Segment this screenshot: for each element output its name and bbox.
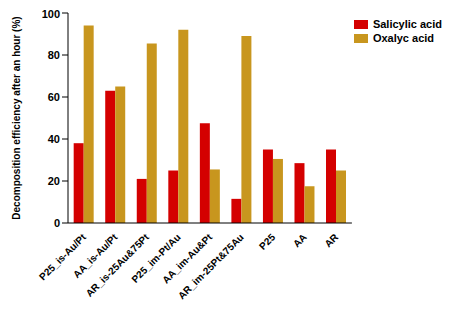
html-text:Salicylic acid: Salicylic acid — [372, 18, 442, 30]
svg-text:0: 0 — [54, 217, 60, 229]
html-text:Oxalyc acid: Oxalyc acid — [372, 32, 434, 44]
svg-text:60: 60 — [48, 91, 60, 103]
svg-text:P25_is-Au/Pt: P25_is-Au/Pt — [37, 231, 88, 283]
svg-text:100: 100 — [42, 8, 60, 20]
svg-text:P25: P25 — [257, 231, 278, 252]
svg-text:AR: AR — [322, 231, 341, 250]
svg-text:AA_is-Au/Pt: AA_is-Au/Pt — [70, 231, 120, 281]
svg-text:AA_im-Au&Pt: AA_im-Au&Pt — [160, 231, 215, 286]
svg-text:AR_im-25Pt&75Au: AR_im-25Pt&75Au — [176, 231, 246, 301]
svg-text:Decomposition efficiency after: Decomposition efficiency after an hour (… — [11, 16, 22, 219]
svg-text:80: 80 — [48, 49, 60, 61]
svg-text:40: 40 — [48, 133, 60, 145]
svg-text:20: 20 — [48, 175, 60, 187]
svg-text:P25_im-Pt/Au: P25_im-Pt/Au — [129, 231, 183, 285]
svg-text:AA: AA — [291, 231, 309, 249]
svg-text:AR_is-25Au&75Pt: AR_is-25Au&75Pt — [83, 231, 152, 299]
